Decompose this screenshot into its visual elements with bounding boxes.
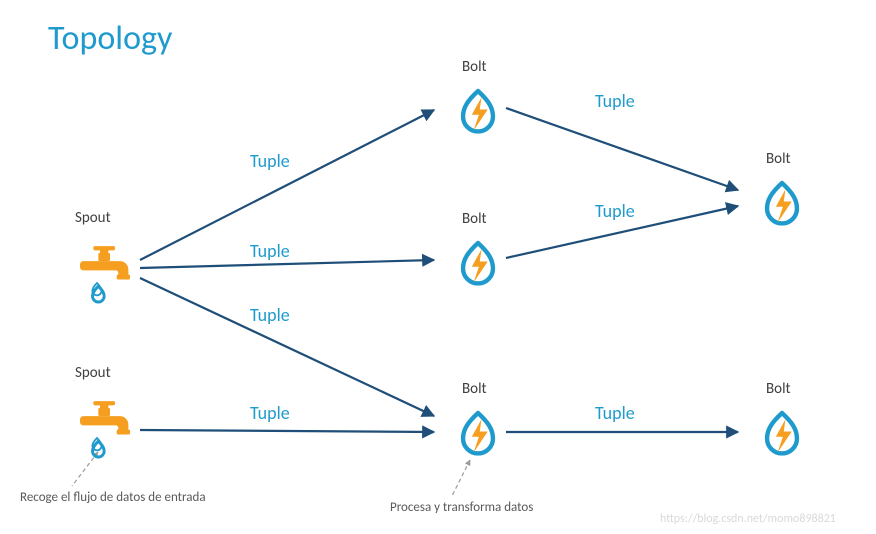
edge-arrow xyxy=(140,430,434,432)
spout-node xyxy=(80,245,130,314)
node-label: Bolt xyxy=(462,210,487,228)
edge-arrow xyxy=(506,108,738,190)
watermark-text: https://blog.csdn.net/momo898821 xyxy=(660,512,836,526)
edge-label: Tuple xyxy=(250,240,290,262)
node-label: Bolt xyxy=(766,150,791,168)
spout-icon xyxy=(80,400,130,464)
bolt-node xyxy=(456,88,500,143)
bolt-node xyxy=(760,410,804,465)
edge-label: Tuple xyxy=(595,402,635,424)
page-title: Topology xyxy=(48,18,172,59)
edge-arrow xyxy=(140,278,434,416)
bolt-node xyxy=(760,180,804,235)
bolt-node xyxy=(456,410,500,465)
bolt-icon xyxy=(760,180,804,230)
node-label: Bolt xyxy=(462,58,487,76)
edge-arrow xyxy=(140,110,434,260)
edge-label: Tuple xyxy=(250,402,290,424)
bolt-icon xyxy=(456,88,500,138)
bolt-icon xyxy=(760,410,804,460)
bolt-icon xyxy=(456,240,500,290)
callout-caption: Procesa y transforma datos xyxy=(390,500,533,515)
node-label: Bolt xyxy=(766,380,791,398)
spout-icon xyxy=(80,245,130,309)
edge-label: Tuple xyxy=(250,150,290,172)
edge-label: Tuple xyxy=(595,90,635,112)
diagram-svg xyxy=(0,0,876,534)
node-label: Spout xyxy=(75,364,111,382)
callout-caption: Recoge el flujo de datos de entrada xyxy=(20,490,206,505)
node-label: Bolt xyxy=(462,380,487,398)
bolt-icon xyxy=(456,410,500,460)
edge-label: Tuple xyxy=(250,304,290,326)
spout-node xyxy=(80,400,130,469)
edge-label: Tuple xyxy=(595,200,635,222)
bolt-node xyxy=(456,240,500,295)
node-label: Spout xyxy=(75,209,111,227)
callout-leader xyxy=(452,460,470,496)
